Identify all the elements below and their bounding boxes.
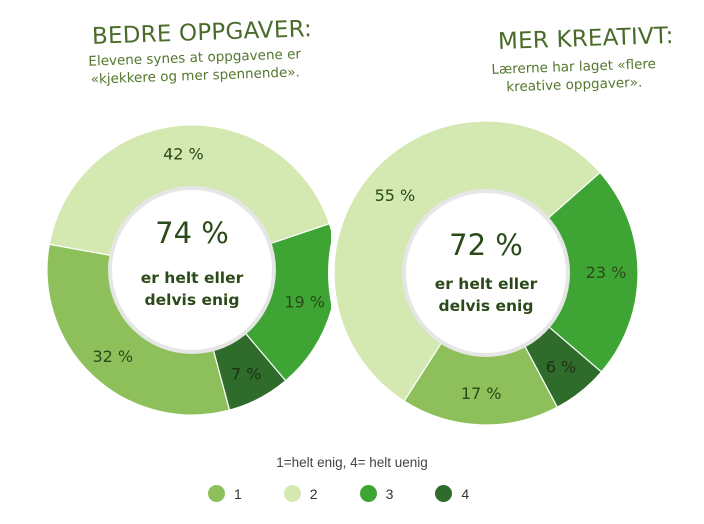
donut-charts: 32 % 42 % 19 % 7 % 74 % er helt eller delvis e… <box>41 115 644 431</box>
legend-label-2: 2 <box>309 485 318 502</box>
legend-caption: 1=helt enig, 4= helt uenig <box>276 455 428 470</box>
legend-label-4: 4 <box>461 485 470 502</box>
donut-chart-2: 17 % 55 % 23 % 6 % 72 % er helt eller delvis e… <box>328 115 644 431</box>
donut-1-slice-label-2: 42 % <box>163 144 204 163</box>
legend-label-1: 1 <box>234 485 242 502</box>
donut-center-value-1: 74 % <box>155 216 229 250</box>
donut-1-slice-label-4: 7 % <box>231 365 261 384</box>
legend-item-2: 2 <box>283 485 318 502</box>
legend-swatch-2 <box>283 485 301 502</box>
donut-center-label-2: er helt eller delvis enig <box>435 275 538 315</box>
donut-chart-1: 32 % 42 % 19 % 7 % 74 % er helt eller delvis e… <box>41 119 331 421</box>
donut-2-slice-label-4: 6 % <box>546 358 576 377</box>
donut-1-slice-label-3: 19 % <box>284 292 325 311</box>
donut-2-slice-label-2: 55 % <box>375 186 416 205</box>
donut-2-slice-label-1: 17 % <box>461 384 502 403</box>
donut-1-slice-label-1: 32 % <box>92 347 133 366</box>
donut-hole-1 <box>112 190 272 350</box>
donut-center-label-1: er helt eller delvis enig <box>141 269 244 309</box>
donut-2-slice-label-3: 23 % <box>586 263 627 282</box>
legend-swatch-4 <box>435 485 453 502</box>
legend-item-4: 4 <box>435 485 469 502</box>
donut-hole-2 <box>406 193 566 353</box>
legend-swatch-1 <box>208 485 225 502</box>
legend-swatch-3 <box>359 485 377 502</box>
legend: 1 2 3 4 <box>208 485 469 502</box>
legend-item-1: 1 <box>208 485 242 502</box>
donut-center-value-2: 72 % <box>449 228 523 262</box>
legend-label-3: 3 <box>385 485 394 502</box>
legend-item-3: 3 <box>359 485 394 502</box>
